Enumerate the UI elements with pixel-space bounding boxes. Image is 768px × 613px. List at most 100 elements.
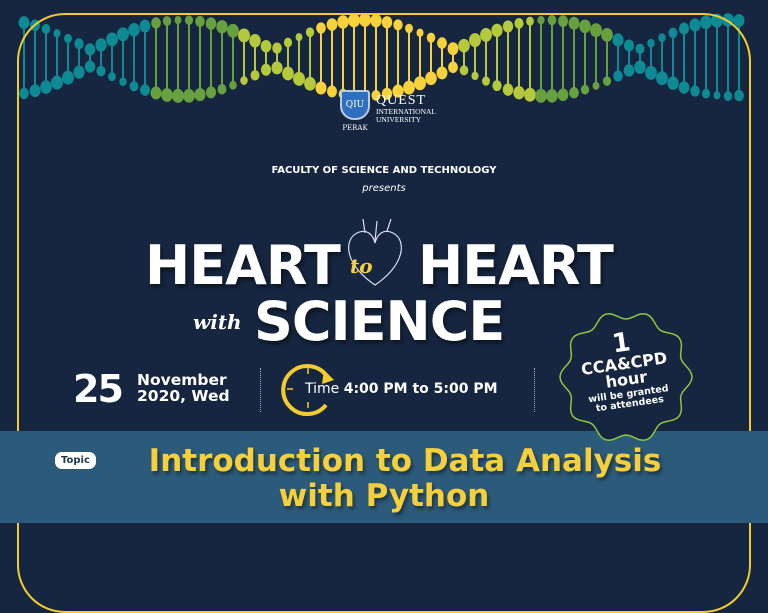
divider	[534, 368, 535, 412]
dna-node	[590, 23, 602, 38]
dna-node	[447, 42, 459, 56]
university-name-1: QUEST	[376, 93, 427, 108]
dna-node	[524, 87, 536, 102]
headline-with: with	[193, 310, 242, 334]
dna-node	[304, 76, 316, 91]
dna-node	[129, 81, 139, 92]
dna-node	[557, 88, 569, 102]
dna-node	[713, 91, 721, 100]
dna-node	[502, 20, 514, 33]
dna-node	[405, 23, 413, 34]
dna-node	[393, 19, 403, 31]
dna-node	[701, 88, 711, 99]
university-name-3: UNIVERSITY	[376, 114, 421, 124]
divider	[260, 368, 261, 412]
dna-node	[316, 22, 326, 34]
dna-node	[678, 81, 690, 94]
dna-node	[580, 84, 590, 95]
dna-node	[592, 81, 600, 90]
dna-node	[623, 64, 635, 77]
dna-node	[416, 28, 424, 37]
dna-node	[482, 76, 490, 86]
dna-node	[612, 33, 624, 47]
headline-science: SCIENCE	[254, 290, 505, 353]
dna-node	[195, 15, 205, 27]
dna-node	[513, 85, 525, 100]
dna-node	[139, 19, 151, 33]
dna-node	[96, 65, 106, 77]
date-month: November	[137, 371, 227, 389]
dna-node	[272, 42, 282, 54]
dna-node	[315, 81, 327, 95]
dna-node	[370, 13, 382, 28]
dna-node	[140, 84, 150, 96]
dna-node	[162, 16, 172, 26]
dna-node	[557, 15, 569, 28]
presents-text: presents	[362, 183, 406, 194]
dna-node	[458, 38, 470, 53]
dna-node	[205, 86, 217, 99]
dna-node	[64, 33, 72, 44]
dna-node	[150, 86, 162, 100]
dna-node	[537, 15, 545, 25]
dna-node	[526, 16, 534, 26]
dna-node	[678, 22, 690, 35]
campus-label: PERAK	[342, 124, 368, 132]
dna-node	[227, 23, 239, 38]
dna-node	[217, 83, 227, 95]
dna-node	[326, 85, 338, 98]
dna-node	[459, 65, 469, 76]
dna-node	[29, 84, 41, 98]
dna-node	[62, 70, 74, 85]
dna-node	[250, 70, 260, 81]
topic-title-line-1: Introduction to Data Analysis	[148, 443, 662, 479]
dna-node	[238, 28, 250, 43]
dna-node	[161, 88, 173, 102]
dna-node	[602, 76, 612, 86]
dna-node	[623, 39, 635, 52]
dna-node	[337, 15, 349, 29]
dna-node	[174, 15, 182, 25]
clock-icon	[281, 364, 334, 417]
headline-heart-1: HEART	[145, 234, 341, 297]
dna-node	[305, 27, 315, 38]
date-day: 25	[73, 367, 124, 411]
dna-node	[471, 71, 479, 81]
dna-node	[40, 80, 52, 94]
dna-node	[51, 75, 63, 90]
badge-outline	[559, 313, 693, 441]
dna-node	[635, 43, 645, 55]
dna-node	[371, 90, 381, 101]
dna-node	[108, 71, 116, 82]
topic-title-line-2: with Python	[278, 478, 490, 514]
dna-node	[568, 16, 580, 30]
dna-node	[492, 80, 502, 92]
dna-node	[172, 88, 184, 103]
event-time: Time 4:00 PM to 5:00 PM	[305, 381, 498, 397]
headline-heart-2: HEART	[418, 234, 614, 297]
dna-node	[658, 33, 666, 43]
dna-node	[547, 14, 557, 26]
dna-node	[119, 77, 127, 86]
dna-node	[18, 16, 30, 29]
date-details: November 2020, Wed	[137, 372, 230, 404]
dna-node	[260, 39, 272, 53]
dna-node	[194, 88, 206, 102]
dna-node	[106, 32, 118, 47]
topic-band	[0, 431, 768, 523]
dna-node	[448, 61, 458, 74]
dna-node	[348, 13, 360, 28]
dna-node	[502, 83, 514, 96]
shield-icon: QIU	[340, 90, 370, 120]
dna-node	[392, 84, 404, 98]
dna-node	[283, 37, 293, 48]
dna-node	[260, 63, 272, 76]
dna-node	[690, 85, 700, 97]
dna-node	[656, 71, 668, 86]
dna-node	[249, 33, 261, 48]
dna-node	[569, 87, 579, 99]
dna-node	[514, 17, 524, 29]
dna-node	[535, 88, 547, 103]
dna-node	[271, 61, 283, 75]
date-year-weekday: 2020, Wed	[137, 387, 230, 405]
